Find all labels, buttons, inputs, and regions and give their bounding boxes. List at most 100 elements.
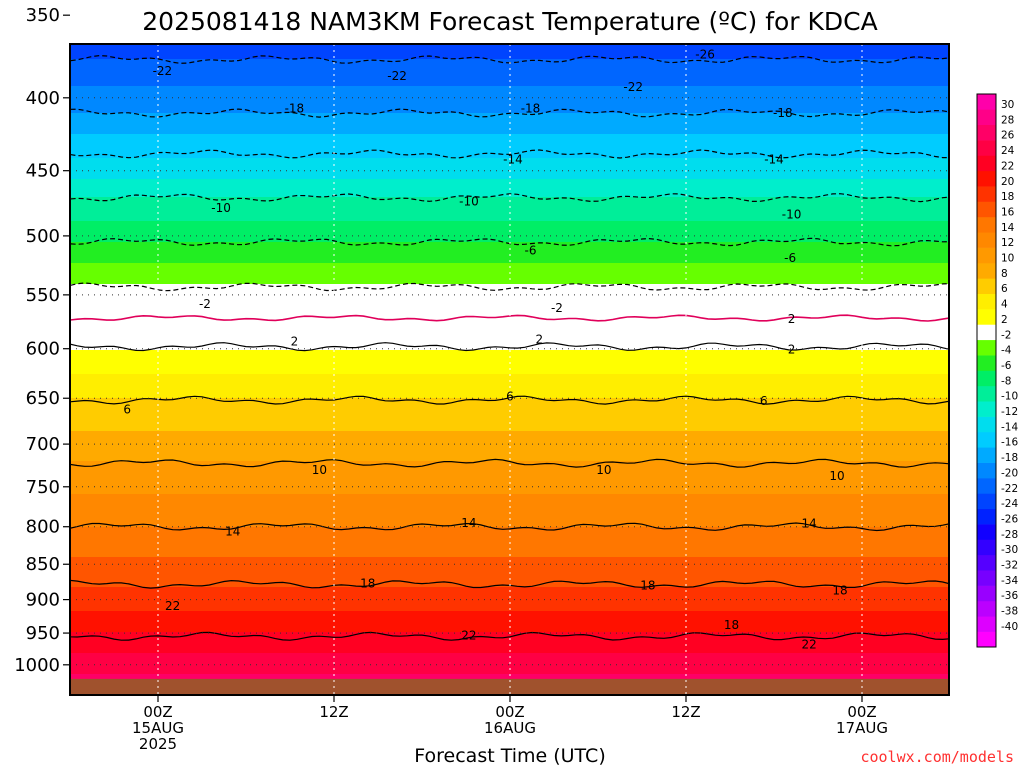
temperature-band <box>70 449 949 453</box>
contour-label: -10 <box>459 195 479 209</box>
temperature-band <box>70 677 949 681</box>
y-tick-label: 850 <box>26 554 60 575</box>
y-tick-label: 1000 <box>14 655 60 676</box>
temperature-band <box>70 311 949 315</box>
temperature-band <box>70 629 949 633</box>
temperature-band <box>70 473 949 477</box>
temperature-band <box>70 467 949 471</box>
colorbar-swatch <box>977 201 996 218</box>
temperature-band <box>70 101 949 105</box>
colorbar-swatch <box>977 524 996 540</box>
temperature-band <box>70 431 949 435</box>
temperature-band <box>70 269 949 273</box>
colorbar-label: -28 <box>1001 529 1018 541</box>
colorbar-swatch <box>977 431 996 448</box>
colorbar-swatch <box>977 109 996 126</box>
temperature-band <box>70 125 949 129</box>
colorbar-label: -24 <box>1001 498 1018 510</box>
contour-line <box>70 395 949 405</box>
colorbar-swatch <box>977 309 996 325</box>
temperature-band <box>70 647 949 651</box>
colorbar-swatch <box>977 216 996 233</box>
temperature-band <box>70 239 949 243</box>
contour-label: 2 <box>788 312 796 326</box>
temperature-band <box>70 353 949 357</box>
colorbar-label: 24 <box>1001 145 1015 157</box>
temperature-band <box>70 89 949 93</box>
temperature-band <box>70 281 949 285</box>
contour-line <box>70 282 949 292</box>
colorbar-swatch <box>977 155 996 172</box>
colorbar-swatch <box>977 247 996 264</box>
x-tick-label: 15AUG <box>132 719 184 737</box>
colorbar-swatch <box>977 631 996 648</box>
colorbar-swatch <box>977 585 996 602</box>
contour-label: 10 <box>312 463 327 477</box>
temperature-band <box>70 119 949 123</box>
temperature-band <box>70 329 949 333</box>
colorbar-label: -14 <box>1001 421 1018 433</box>
temperature-band <box>70 53 949 57</box>
temperature-band <box>70 233 949 237</box>
contour-label: 22 <box>802 638 817 652</box>
temperature-band <box>70 521 949 525</box>
temperature-band <box>70 245 949 249</box>
colorbar-label: -40 <box>1001 621 1018 633</box>
x-tick-label: 17AUG <box>836 719 888 737</box>
contour-label: 2 <box>536 332 544 346</box>
contour-label: -14 <box>764 153 784 167</box>
temperature-band <box>70 47 949 51</box>
temperature-band <box>70 509 949 513</box>
colorbar-label: -34 <box>1001 575 1018 587</box>
colorbar-swatch <box>977 324 996 341</box>
credit-link[interactable]: coolwx.com/models <box>860 748 1014 766</box>
x-axis-label: Forecast Time (UTC) <box>414 745 605 767</box>
contour-label: 18 <box>360 577 375 591</box>
temperature-band <box>70 65 949 69</box>
colorbar-swatch <box>977 124 996 141</box>
temperature-band <box>70 365 949 369</box>
contour-label: -22 <box>387 69 407 83</box>
colorbar-swatch <box>977 385 996 402</box>
colorbar-label: -16 <box>1001 437 1018 449</box>
colorbar-swatch <box>977 170 996 187</box>
colorbar-label: 26 <box>1001 130 1015 142</box>
x-tick-label: 12Z <box>671 703 700 721</box>
contour-line <box>70 108 949 118</box>
temperature-band <box>70 155 949 159</box>
temperature-band <box>70 149 949 153</box>
contour-label: 6 <box>123 403 131 417</box>
contour-label: -18 <box>773 106 793 120</box>
temperature-band <box>70 557 949 561</box>
contour-labels: -50-50-50-46-46-42-42-42-38-38-38-34-34-… <box>123 48 847 652</box>
contour-label: 2 <box>291 334 299 348</box>
temperature-band <box>70 59 949 63</box>
x-tick-label: 00Z <box>847 703 876 721</box>
temperature-band <box>70 197 949 201</box>
temperature-band <box>70 173 949 177</box>
temperature-band <box>70 221 949 225</box>
temperature-band <box>70 71 949 75</box>
colorbar-label: -4 <box>1001 345 1012 357</box>
temperature-band <box>70 515 949 519</box>
temperature-band <box>70 563 949 567</box>
colorbar-label: -26 <box>1001 513 1018 525</box>
temperature-band <box>70 161 949 165</box>
colorbar-swatch <box>977 293 996 310</box>
temperature-band <box>70 305 949 309</box>
contour-label: 6 <box>506 389 514 403</box>
colorbar-label: -18 <box>1001 452 1018 464</box>
contour-label: 14 <box>802 517 817 531</box>
temperature-band <box>70 395 949 399</box>
temperature-band <box>70 659 949 663</box>
temperature-band <box>70 299 949 303</box>
contour-line <box>70 522 949 532</box>
temperature-band <box>70 341 949 345</box>
contour-label: -18 <box>285 102 305 116</box>
temperature-band <box>70 293 949 297</box>
temperature-band <box>70 323 949 327</box>
temperature-band <box>70 533 949 537</box>
colorbar-swatch <box>977 493 996 510</box>
contour-line <box>70 193 949 203</box>
